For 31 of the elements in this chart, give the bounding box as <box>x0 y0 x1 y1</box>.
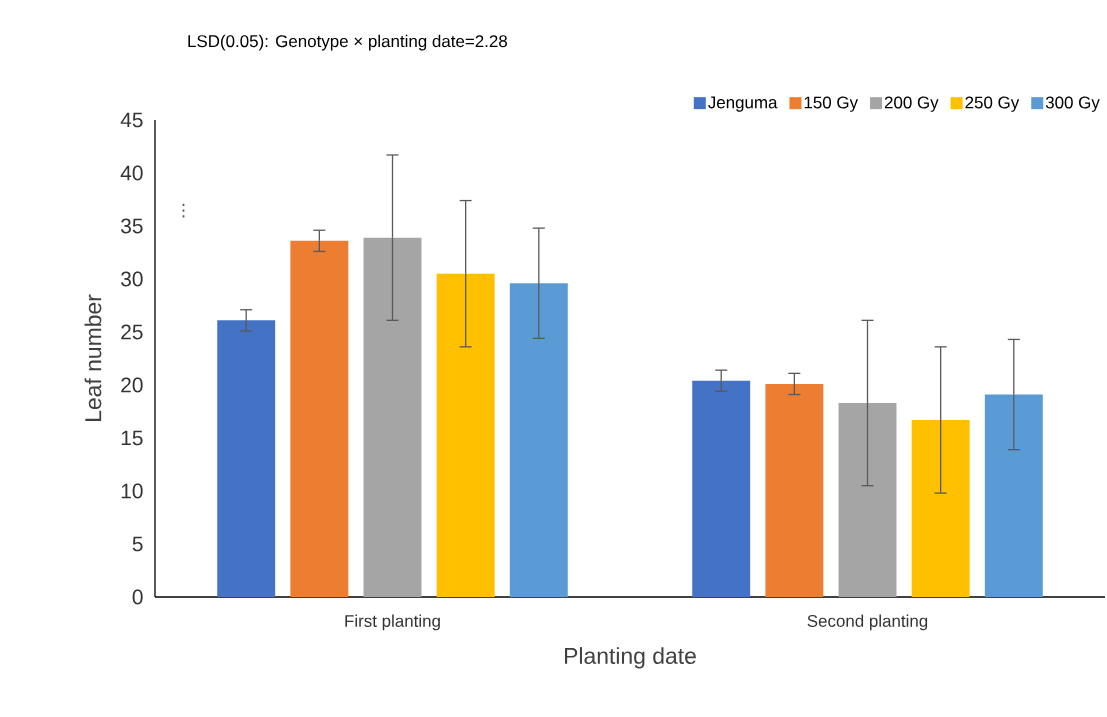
chart-title: LSD(0.05): Genotype × planting date=2.28 <box>188 34 507 51</box>
legend-label: 300 Gy <box>1045 96 1100 112</box>
legend-label: 150 Gy <box>804 96 859 112</box>
y-tick-label: 10 <box>121 483 143 499</box>
x-tick-label: Second planting <box>807 614 928 631</box>
y-tick-label: 40 <box>120 165 143 181</box>
legend-label: Jenguma <box>708 96 778 112</box>
legend-label: 200 Gy <box>884 96 939 112</box>
bar <box>217 320 276 597</box>
bar <box>838 403 897 597</box>
y-tick-label: 5 <box>132 536 143 552</box>
y-tick-label: 45 <box>120 112 143 128</box>
y-tick-label: 25 <box>121 324 143 340</box>
y-tick-label: 15 <box>121 430 143 446</box>
y-tick-label: 20 <box>121 377 143 393</box>
y-tick-label: 35 <box>121 218 143 234</box>
x-tick-label: First planting <box>345 614 440 631</box>
legend-label: 250 Gy <box>965 96 1020 112</box>
bar <box>363 237 422 597</box>
bar <box>911 419 970 597</box>
bar <box>984 394 1043 597</box>
x-axis-title: Planting date <box>565 647 696 669</box>
bar <box>765 383 824 597</box>
y-tick-label: 0 <box>132 589 143 605</box>
annotation: ⋮ <box>182 203 185 218</box>
bar <box>290 240 349 597</box>
y-tick-label: 30 <box>121 271 143 287</box>
bar <box>436 273 495 597</box>
y-axis-title: Leaf number <box>84 294 102 421</box>
bar <box>692 380 751 597</box>
bar <box>509 283 568 597</box>
